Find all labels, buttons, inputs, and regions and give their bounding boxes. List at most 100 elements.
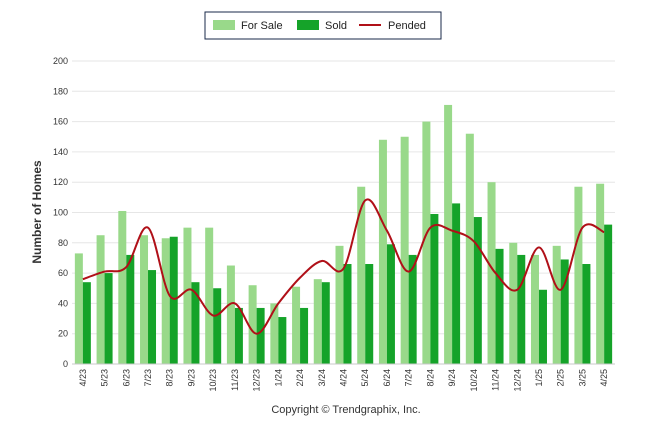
- y-tick-label: 100: [53, 208, 68, 218]
- bar-sold: [126, 254, 135, 364]
- y-tick-label: 120: [53, 177, 68, 187]
- bar-sold: [538, 289, 547, 364]
- x-tick-label: 4/23: [78, 369, 88, 387]
- x-tick-label: 11/24: [491, 369, 501, 391]
- bar-sold: [343, 264, 352, 364]
- bar-for-sale: [400, 136, 409, 364]
- bar-sold: [213, 288, 222, 364]
- x-tick-label: 3/24: [317, 369, 327, 387]
- x-tick-label: 2/24: [295, 369, 305, 387]
- bar-for-sale: [596, 183, 605, 364]
- x-tick-label: 10/24: [469, 369, 479, 392]
- bar-for-sale: [509, 242, 518, 364]
- x-tick-label: 1/25: [534, 369, 544, 387]
- x-tick-label: 8/24: [425, 369, 435, 387]
- bar-sold: [278, 317, 287, 364]
- bar-for-sale: [161, 238, 170, 364]
- x-tick-label: 7/23: [143, 369, 153, 387]
- legend-swatch-for-sale: [213, 20, 235, 30]
- x-tick-label: 1/24: [273, 369, 283, 387]
- bar-sold: [82, 282, 91, 364]
- legend-box: [204, 11, 442, 40]
- bars: [74, 104, 613, 364]
- y-tick-label: 0: [63, 359, 68, 369]
- x-tick-label: 7/24: [404, 369, 414, 387]
- bar-for-sale: [74, 253, 83, 364]
- bar-for-sale: [205, 227, 214, 364]
- bar-for-sale: [444, 104, 453, 364]
- x-tick-label: 4/25: [599, 369, 609, 387]
- bar-for-sale: [465, 133, 474, 364]
- bar-sold: [365, 264, 374, 364]
- bar-sold: [191, 282, 200, 364]
- x-tick-label: 6/23: [121, 369, 131, 387]
- x-tick-label: 8/23: [165, 369, 175, 387]
- bar-for-sale: [313, 279, 322, 364]
- y-tick-label: 180: [53, 86, 68, 96]
- x-tick-label: 5/24: [360, 369, 370, 387]
- x-tick-label: 4/24: [339, 369, 349, 387]
- y-tick-label: 200: [53, 56, 68, 66]
- bar-for-sale: [118, 210, 127, 364]
- bar-for-sale: [96, 235, 105, 364]
- x-tick-label: 12/23: [252, 369, 262, 392]
- legend-label-sold: Sold: [325, 20, 347, 32]
- bar-sold: [560, 259, 569, 364]
- y-axis-title: Number of Homes: [30, 160, 44, 264]
- x-tick-label: 2/25: [556, 369, 566, 387]
- bar-sold: [300, 307, 309, 364]
- bar-sold: [582, 264, 591, 364]
- legend-swatch-sold: [297, 20, 319, 30]
- bar-for-sale: [552, 245, 561, 364]
- bar-for-sale: [422, 121, 431, 364]
- bar-for-sale: [357, 186, 366, 364]
- y-tick-label: 20: [58, 329, 68, 339]
- bar-for-sale: [378, 139, 387, 364]
- bar-sold: [430, 214, 439, 364]
- bar-sold: [473, 217, 482, 364]
- x-tick-label: 9/23: [186, 369, 196, 387]
- bar-sold: [408, 254, 417, 364]
- bar-for-sale: [530, 254, 539, 364]
- legend-label-pended: Pended: [388, 20, 426, 32]
- bar-for-sale: [487, 182, 496, 364]
- legend: For Sale Sold Pended: [204, 11, 442, 40]
- bar-for-sale: [140, 235, 149, 364]
- x-tick-label: 6/24: [382, 369, 392, 387]
- bar-sold: [604, 224, 613, 364]
- bar-for-sale: [226, 265, 235, 364]
- bar-for-sale: [574, 186, 583, 364]
- bar-sold: [517, 254, 526, 364]
- bar-for-sale: [183, 227, 192, 364]
- bar-for-sale: [292, 286, 301, 364]
- x-tick-label: 11/23: [230, 369, 240, 391]
- x-tick-label: 10/23: [208, 369, 218, 392]
- bar-sold: [386, 244, 395, 364]
- bar-sold: [169, 236, 178, 364]
- y-tick-label: 140: [53, 147, 68, 157]
- bar-sold: [104, 273, 113, 364]
- bar-sold: [256, 307, 265, 364]
- bar-sold: [452, 203, 461, 364]
- y-axis-ticks: 0 20 40 60 80 100 120 140 160 180 200: [53, 56, 68, 369]
- y-tick-label: 160: [53, 117, 68, 127]
- bar-sold: [321, 282, 330, 364]
- x-tick-label: 3/25: [577, 369, 587, 387]
- legend-label-for-sale: For Sale: [241, 20, 283, 32]
- y-tick-label: 60: [58, 268, 68, 278]
- bar-for-sale: [335, 245, 344, 364]
- pended-line: [82, 198, 605, 335]
- bar-for-sale: [248, 285, 257, 364]
- bar-sold: [148, 270, 157, 364]
- y-tick-label: 80: [58, 238, 68, 248]
- x-tick-label: 12/24: [512, 369, 522, 392]
- pended-series-line: [82, 198, 605, 335]
- x-tick-label: 5/23: [100, 369, 110, 387]
- bar-sold: [495, 248, 504, 364]
- x-tick-label: 9/24: [447, 369, 457, 387]
- x-axis-ticks: 4/23 5/23 6/23 7/23 8/23 9/23 10/23 11/23 12/23 1…: [78, 369, 609, 392]
- y-tick-label: 40: [58, 298, 68, 308]
- bar-for-sale: [270, 303, 279, 364]
